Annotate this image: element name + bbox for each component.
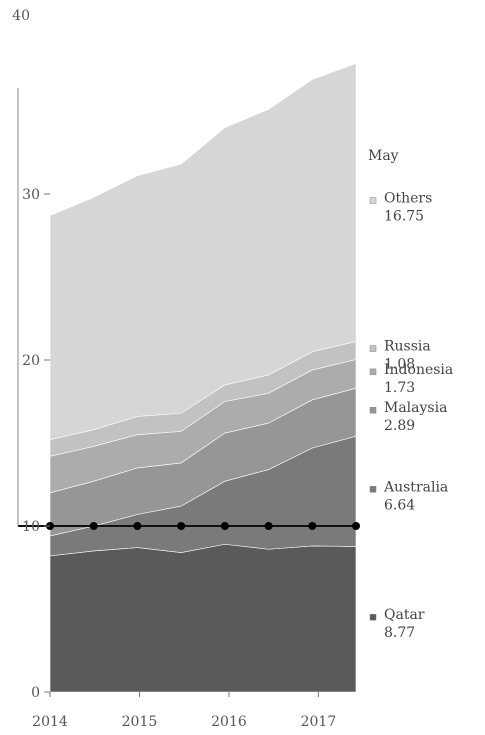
y-tick-label: 10 (22, 519, 40, 535)
series-value: 16.75 (384, 209, 424, 225)
reference-marker (133, 522, 142, 530)
x-tick-label: 2014 (32, 714, 68, 730)
series-name: Others (384, 191, 432, 207)
reference-marker (264, 522, 273, 530)
series-value: 2.89 (384, 418, 415, 434)
y-tick-label: 20 (22, 353, 40, 369)
series-name: Indonesia (384, 362, 453, 378)
reference-marker (352, 522, 360, 530)
legend-swatch (369, 368, 377, 376)
reference-marker (89, 522, 98, 530)
series-name: Malaysia (384, 400, 447, 416)
legend-swatch (369, 613, 377, 621)
series-name: Russia (384, 339, 431, 355)
legend-swatch (369, 197, 377, 204)
reference-marker (177, 522, 186, 530)
x-tick-label: 2016 (211, 714, 247, 730)
area-others (49, 63, 357, 441)
y-tick-label: 30 (22, 187, 40, 203)
month-label: May (368, 148, 399, 164)
legend-swatch (369, 486, 377, 493)
legend-swatch (369, 406, 377, 414)
corner-value: 40 (12, 8, 30, 24)
reference-marker (308, 522, 317, 530)
reference-marker (220, 522, 229, 530)
area-qatar (49, 543, 357, 693)
series-value: 6.64 (384, 497, 415, 513)
series-name: Qatar (384, 607, 425, 623)
y-tick-label: 0 (31, 685, 40, 701)
x-tick-label: 2015 (122, 714, 158, 730)
series-value: 1.08 (384, 357, 415, 373)
x-tick-label: 2017 (301, 714, 337, 730)
series-value: 1.73 (384, 380, 415, 396)
series-name: Australia (383, 479, 448, 495)
series-value: 8.77 (384, 625, 415, 641)
legend-swatch (369, 345, 377, 352)
